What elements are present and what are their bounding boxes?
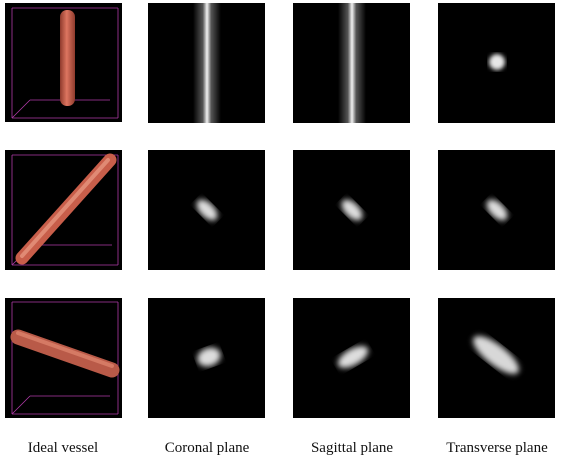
vessel-panel bbox=[5, 3, 122, 122]
coronal-panel bbox=[148, 3, 265, 123]
vessel-panel bbox=[5, 298, 122, 418]
transverse-panel bbox=[438, 150, 555, 270]
figure: Ideal vessel Coronal plane Sagittal plan… bbox=[0, 0, 565, 459]
transverse-panel bbox=[438, 298, 555, 418]
coronal-panel bbox=[148, 150, 265, 270]
sagittal-panel bbox=[293, 150, 410, 270]
caption: Sagittal plane bbox=[311, 440, 393, 456]
caption: Ideal vessel bbox=[28, 440, 98, 456]
caption: Coronal plane bbox=[165, 440, 250, 456]
transverse-panel bbox=[438, 3, 555, 123]
page: Ideal vessel Coronal plane Sagittal plan… bbox=[0, 0, 565, 459]
caption: Transverse plane bbox=[446, 440, 548, 456]
vessel-panel bbox=[5, 150, 122, 270]
coronal-panel bbox=[148, 298, 265, 418]
sagittal-panel bbox=[293, 298, 410, 418]
sagittal-panel bbox=[293, 3, 410, 123]
